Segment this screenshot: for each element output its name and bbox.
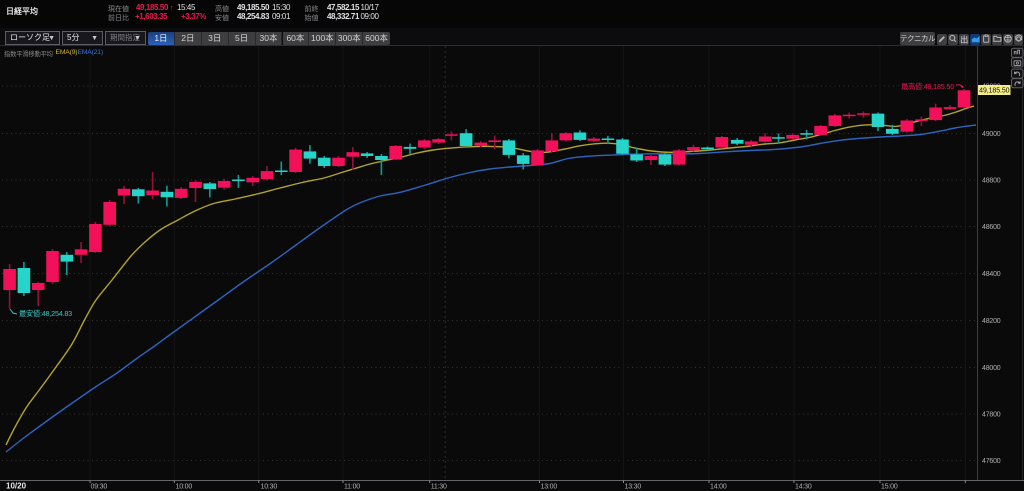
svg-text:48000: 48000 bbox=[982, 365, 1001, 372]
svg-text:49000: 49000 bbox=[982, 131, 1001, 138]
svg-text:14:00: 14:00 bbox=[710, 484, 727, 491]
svg-text:48600: 48600 bbox=[982, 224, 1001, 231]
svg-text:11:30: 11:30 bbox=[431, 484, 447, 491]
svg-text:47800: 47800 bbox=[982, 412, 1001, 419]
svg-text:09:30: 09:30 bbox=[91, 484, 108, 491]
svg-text:10:30: 10:30 bbox=[261, 484, 278, 491]
svg-text:14:30: 14:30 bbox=[795, 484, 812, 491]
svg-text:13:00: 13:00 bbox=[541, 484, 558, 491]
svg-text:最高値:49,185.50: 最高値:49,185.50 bbox=[901, 82, 954, 91]
svg-text:10/20: 10/20 bbox=[6, 482, 27, 491]
svg-text:49,185.50: 49,185.50 bbox=[979, 88, 1009, 95]
svg-text:48400: 48400 bbox=[982, 271, 1001, 278]
svg-text:13:30: 13:30 bbox=[625, 484, 642, 491]
svg-text:47600: 47600 bbox=[982, 458, 1001, 465]
svg-text:15:00: 15:00 bbox=[881, 484, 898, 491]
svg-text:最安値:48,254.83: 最安値:48,254.83 bbox=[19, 309, 72, 318]
svg-text:11:00: 11:00 bbox=[344, 484, 360, 491]
svg-text:10:00: 10:00 bbox=[176, 484, 193, 491]
svg-text:48800: 48800 bbox=[982, 178, 1001, 185]
svg-text:48200: 48200 bbox=[982, 318, 1001, 325]
svg-text:出: 出 bbox=[960, 34, 968, 44]
